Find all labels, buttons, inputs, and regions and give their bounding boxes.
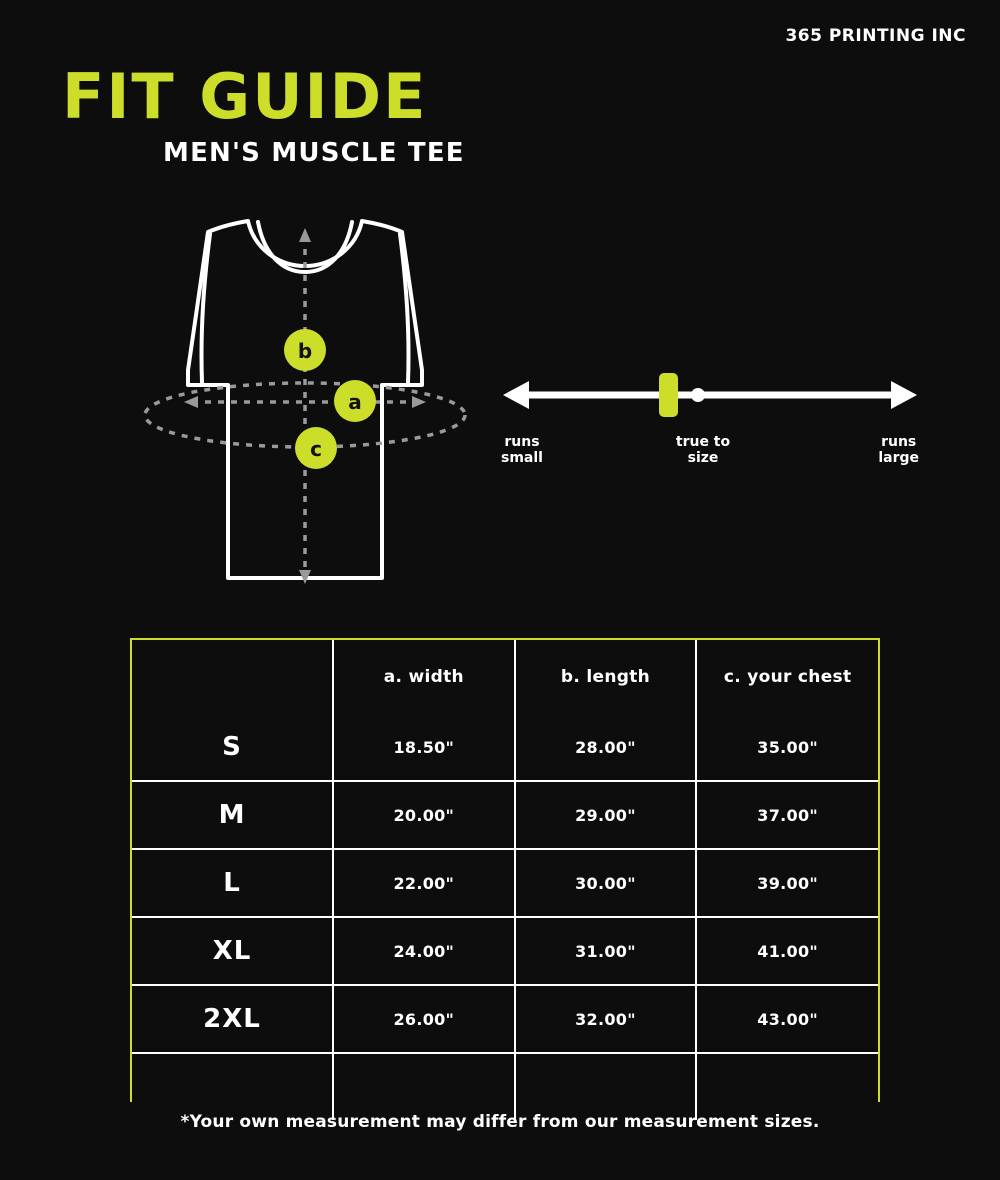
brand-name: 365 PRINTING INC: [785, 26, 966, 46]
scale-label-runs-large: runs large: [878, 434, 919, 466]
page-subtitle: MEN'S MUSCLE TEE: [163, 138, 465, 168]
table-head: a. width b. length c. your chest: [132, 640, 878, 714]
row-width: [332, 1052, 516, 1120]
table-row: S 18.50" 28.00" 35.00": [132, 714, 878, 782]
scale-label-runs-small: runs small: [501, 434, 543, 466]
header-width: a. width: [332, 640, 516, 714]
marker-c-label: c: [310, 437, 322, 461]
row-length: 31.00": [513, 916, 698, 986]
table-row: L 22.00" 30.00" 39.00": [132, 848, 878, 918]
row-chest: 41.00": [695, 916, 878, 986]
row-chest: 39.00": [695, 848, 878, 918]
scale-arrow-left: [503, 381, 529, 409]
row-width: 22.00": [332, 848, 516, 918]
page-title: FIT GUIDE: [62, 60, 428, 133]
muscle-tee-illustration: b a c: [143, 219, 467, 584]
header-row: a. width b. length c. your chest: [132, 640, 878, 714]
row-length: 29.00": [513, 780, 698, 850]
scale-label-true-to-size: true to size: [648, 434, 758, 466]
row-size: M: [132, 780, 334, 850]
header-size: [132, 640, 334, 714]
row-size: S: [132, 714, 334, 782]
true-to-size-dot: [691, 388, 705, 402]
width-arrow-right: [412, 396, 426, 408]
row-size: L: [132, 848, 334, 918]
table-row: M 20.00" 29.00" 37.00": [132, 780, 878, 850]
row-chest: [695, 1052, 878, 1120]
row-chest: 35.00": [695, 714, 878, 782]
runs-large-line1: runs: [881, 434, 917, 450]
marker-b-label: b: [298, 339, 312, 363]
runs-small-line2: small: [501, 450, 543, 467]
table-row-blank: [132, 1052, 878, 1120]
header-length: b. length: [513, 640, 698, 714]
table-body: S 18.50" 28.00" 35.00" M 20.00" 29.00" 3…: [132, 714, 878, 1120]
runs-large-line2: large: [878, 450, 919, 467]
row-width: 20.00": [332, 780, 516, 850]
length-arrow-top: [299, 228, 311, 242]
marker-c: c: [295, 427, 337, 469]
row-width: 18.50": [332, 714, 516, 782]
size-chart-table: a. width b. length c. your chest S 18.50…: [130, 638, 880, 1120]
true-to-size-line1: true to: [675, 434, 731, 450]
marker-b: b: [284, 329, 326, 371]
row-length: [513, 1052, 698, 1120]
header-chest: c. your chest: [695, 640, 878, 714]
row-size: XL: [132, 916, 334, 986]
fit-scale: runs small true to size runs large: [495, 360, 925, 480]
row-length: 30.00": [513, 848, 698, 918]
table-row: XL 24.00" 31.00" 41.00": [132, 916, 878, 986]
row-width: 24.00": [332, 916, 516, 986]
width-arrow-left: [184, 396, 198, 408]
fit-marker: [659, 373, 678, 417]
measurements-table: a. width b. length c. your chest S 18.50…: [132, 640, 878, 1120]
chest-dashed-ellipse: [143, 381, 467, 449]
neckline-inner: [256, 220, 354, 275]
marker-a: a: [334, 380, 376, 422]
fit-scale-axis: [503, 373, 917, 417]
row-chest: 37.00": [695, 780, 878, 850]
left-armhole: [199, 232, 212, 384]
table-row: 2XL 26.00" 32.00" 43.00": [132, 984, 878, 1054]
row-length: 32.00": [513, 984, 698, 1054]
marker-a-label: a: [348, 390, 362, 414]
row-size: 2XL: [132, 984, 334, 1054]
length-arrow-bottom: [299, 570, 311, 584]
row-length: 28.00": [513, 714, 698, 782]
footnote: *Your own measurement may differ from ou…: [180, 1112, 820, 1132]
scale-arrow-right: [891, 381, 917, 409]
right-armhole: [398, 232, 411, 384]
row-width: 26.00": [332, 984, 516, 1054]
row-chest: 43.00": [695, 984, 878, 1054]
row-size: [132, 1052, 334, 1120]
runs-small-line1: runs: [504, 434, 540, 450]
true-to-size-line2: size: [687, 450, 719, 467]
garment-diagram: b a c: [130, 210, 480, 600]
